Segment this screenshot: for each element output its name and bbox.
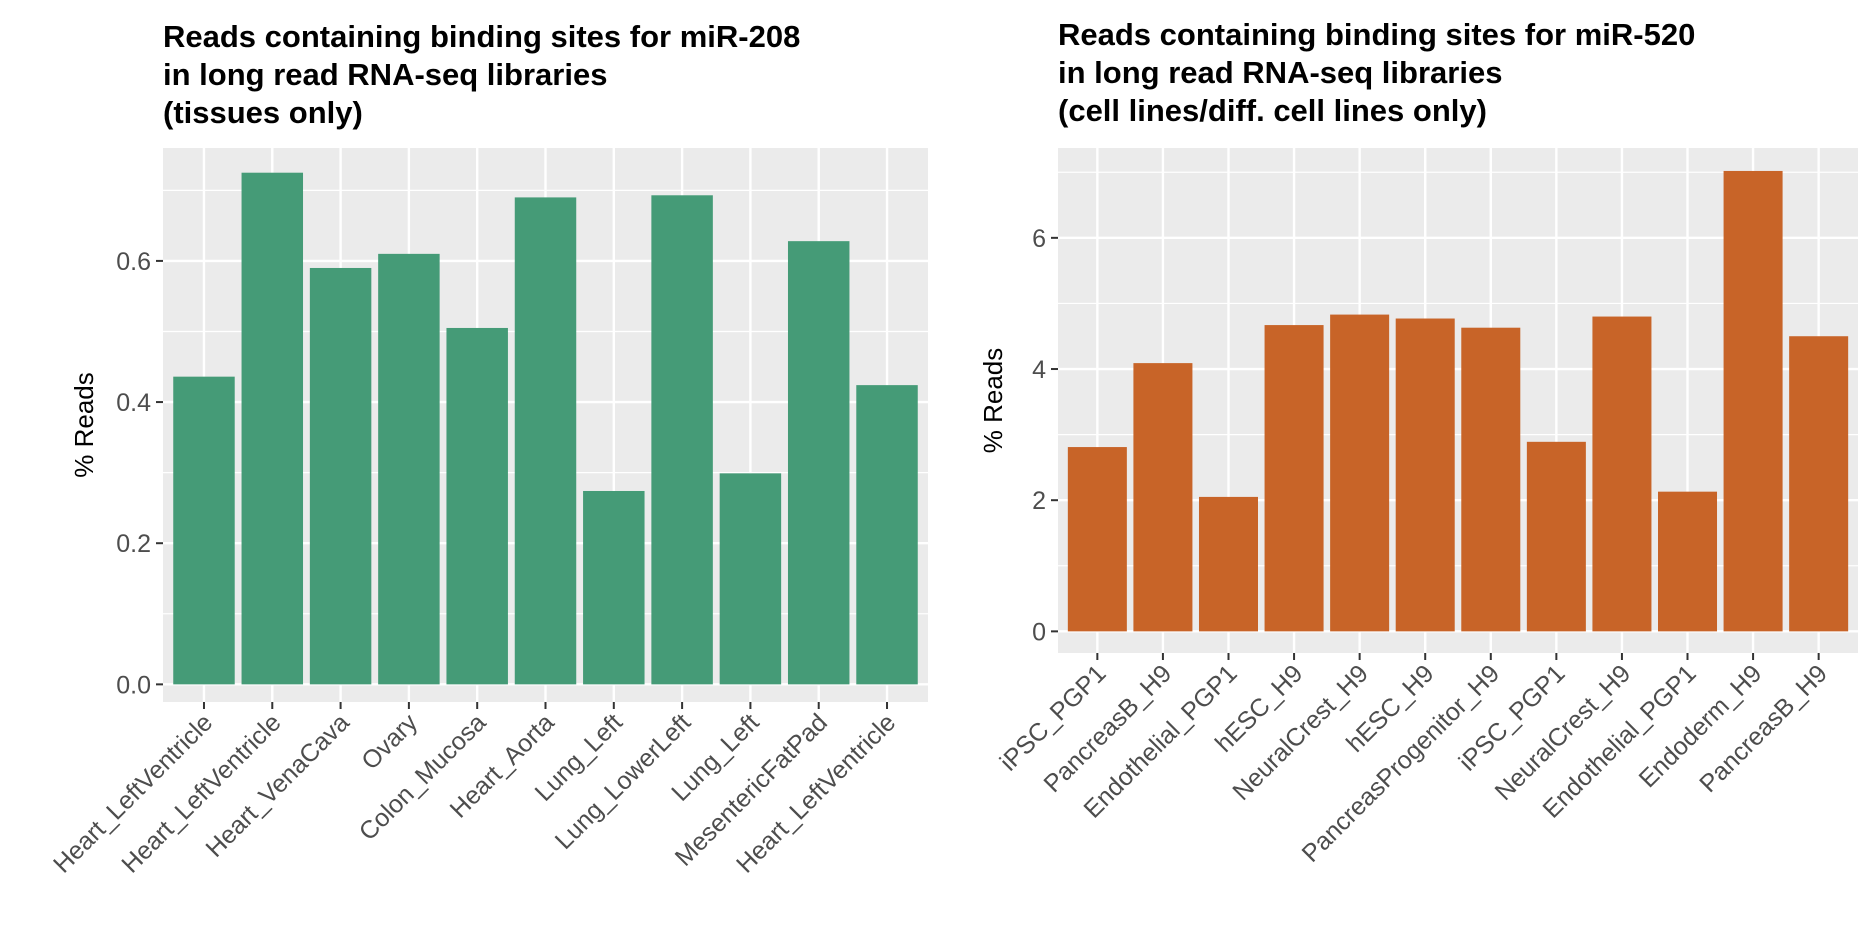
bar [1264,325,1324,632]
chart-title-line-1: Reads containing binding sites for miR-5… [1058,17,1696,52]
bar [1526,441,1586,632]
chart-title: Reads containing binding sites for miR-5… [1058,16,1695,130]
y-tick-label: 4 [1032,356,1046,384]
chart-title-line-2: in long read RNA-seq libraries [1058,55,1503,90]
y-tick-label: 0.2 [116,530,151,558]
y-tick-label: 0.0 [116,671,151,699]
y-tick-label: 0.4 [116,389,151,417]
bar [1789,336,1849,632]
bar [719,473,782,685]
bar [309,267,372,685]
bar [1330,314,1390,632]
bar [856,385,918,685]
bar [1067,447,1127,632]
x-tick-label: Ovary [356,708,423,775]
y-tick-label: 2 [1032,487,1046,515]
y-tick-label: 0.6 [116,248,151,276]
bar [1723,170,1783,632]
bar [1592,316,1652,632]
bar [1198,496,1258,632]
bar [583,490,645,685]
bar [378,253,440,685]
chart-panel-mir520: Reads containing binding sites for miR-5… [929,0,1858,948]
chart-title-line-1: Reads containing binding sites for miR-2… [163,19,801,54]
y-axis-title: % Reads [978,348,1008,454]
chart-title: Reads containing binding sites for miR-2… [163,18,800,132]
y-axis-title: % Reads [69,372,99,478]
bar [1461,327,1521,632]
chart-title-line-3: (tissues only) [163,95,363,130]
chart-title-line-3: (cell lines/diff. cell lines only) [1058,93,1487,128]
bar [173,376,235,685]
bar-chart-mir520: 0246iPSC_PGP1PancreasB_H9Endothelial_PGP… [978,148,1858,868]
bar [1658,491,1718,632]
chart-panel-mir208: Reads containing binding sites for miR-2… [48,18,928,879]
bar [241,172,304,685]
bar [446,327,508,685]
y-tick-label: 6 [1032,225,1046,253]
bar [651,195,713,685]
bar [514,197,577,685]
chart-title-line-2: in long read RNA-seq libraries [163,57,608,92]
bar [787,241,850,685]
bar [1133,363,1193,632]
bar [1395,318,1455,632]
bar-chart-mir208: 0.00.20.40.6Heart_LeftVentricleHeart_Lef… [48,148,928,879]
y-tick-label: 0 [1032,618,1046,646]
